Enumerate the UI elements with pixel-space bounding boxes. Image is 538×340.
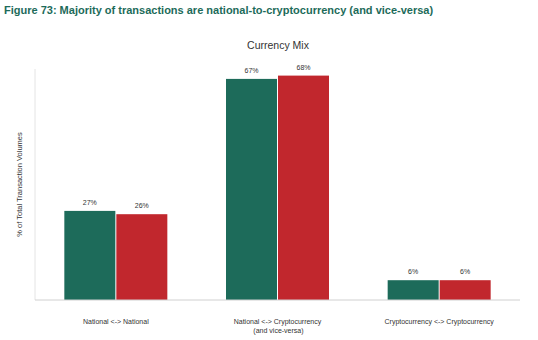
bar (116, 214, 167, 300)
chart: Figure 73: Majority of transactions are … (0, 0, 538, 340)
subtitle: Currency Mix (247, 39, 310, 51)
y-axis-label: % of Total Transaction Volumes (15, 132, 24, 237)
data-label: 26% (135, 202, 149, 209)
data-label: 6% (408, 268, 418, 275)
label-line: (and vice-versa) (251, 327, 303, 335)
data-label: 67% (244, 67, 258, 74)
data-label: 6% (460, 268, 470, 275)
bars (64, 76, 490, 300)
x-tick-label: National <-> Cryptocurrency (and vice-ve… (234, 318, 322, 335)
baseline (35, 300, 520, 301)
x-tick-label: National <-> National (83, 318, 149, 325)
bar (226, 79, 277, 300)
data-label: 27% (83, 199, 97, 206)
data-label: 68% (296, 64, 310, 71)
bar (278, 76, 329, 300)
x-tick-label: Cryptocurrency <-> Cryptocurrency (385, 318, 495, 326)
label-line: National <-> Cryptocurrency (234, 318, 322, 326)
bar (388, 280, 439, 300)
title: Figure 73: Majority of transactions are … (4, 4, 433, 16)
labels: 27% 26% 67% 68% 6% 6% (83, 64, 470, 276)
bar (440, 280, 491, 300)
y-axis-line (35, 69, 36, 300)
bar (64, 211, 115, 300)
